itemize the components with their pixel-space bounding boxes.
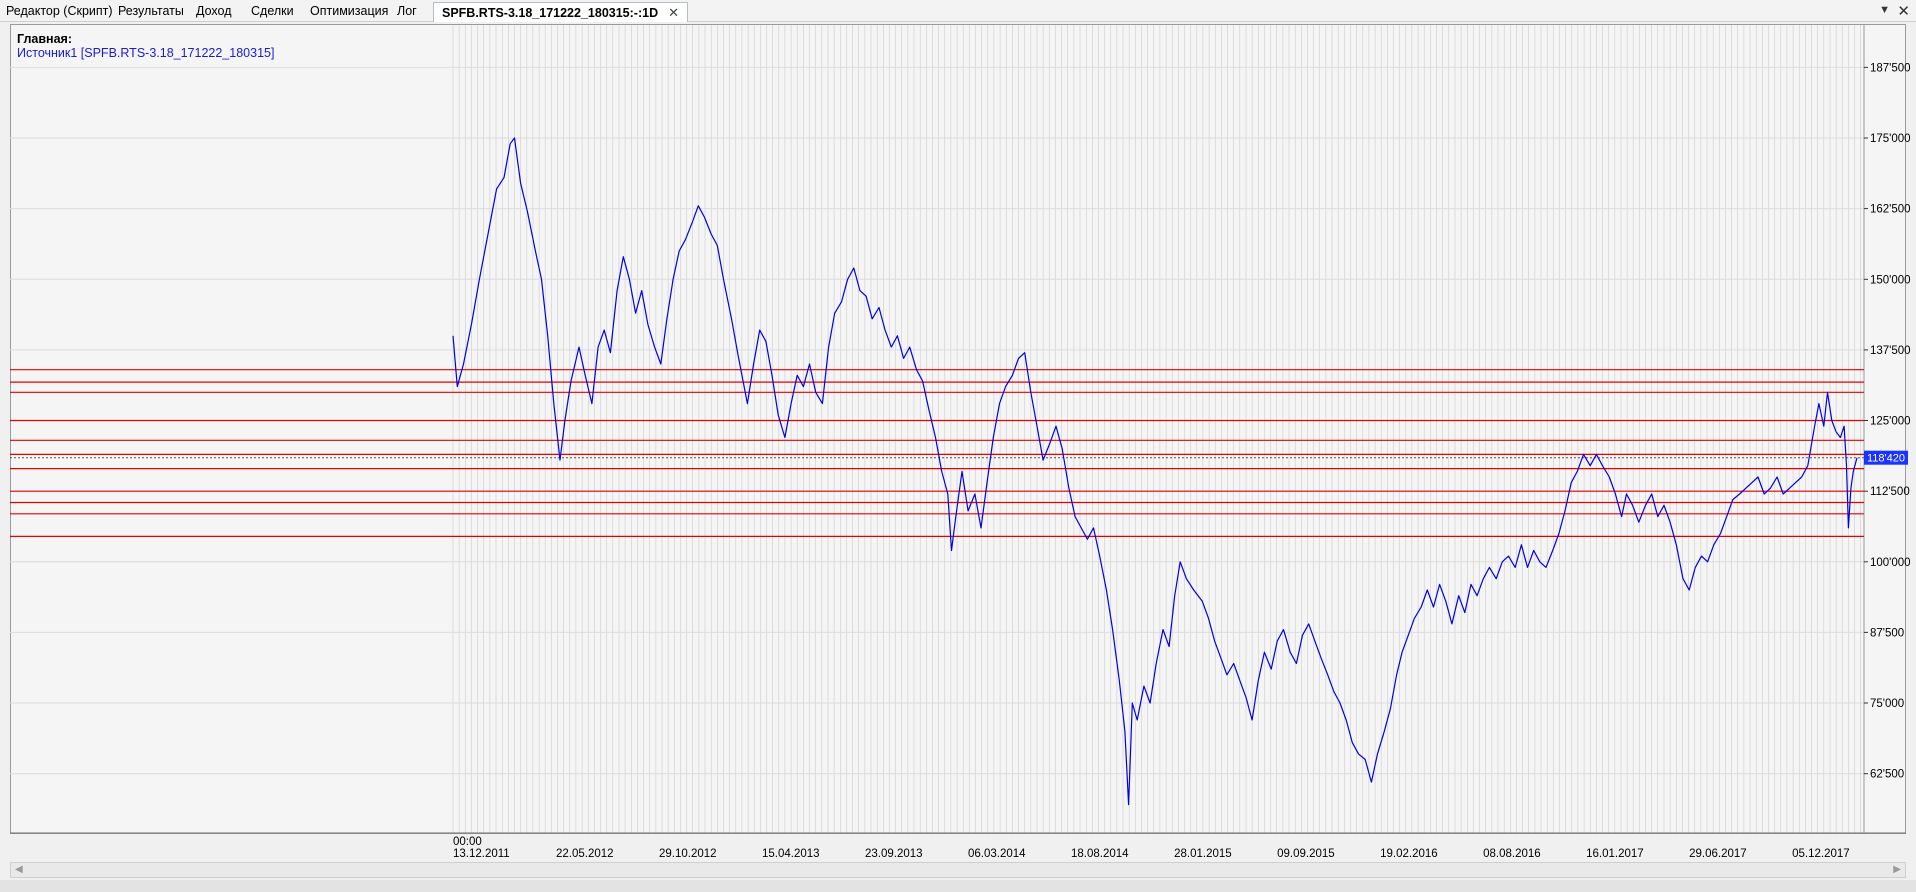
- y-tick-label: 187'500: [1870, 62, 1911, 74]
- x-tick-label: 05.12.2017: [1792, 848, 1850, 860]
- horizontal-scrollbar[interactable]: ◀ ▶: [10, 862, 1906, 878]
- tab-income[interactable]: Доход: [196, 4, 232, 18]
- y-tick-label: 112'500: [1870, 486, 1910, 498]
- y-tick-label: 150'000: [1870, 274, 1911, 286]
- tab-log[interactable]: Лог: [397, 4, 417, 18]
- x-tick-label: 16.01.2017: [1586, 848, 1644, 860]
- x-tick-label: 29.10.2012: [659, 848, 717, 860]
- window-close-icon[interactable]: ✕: [1897, 3, 1910, 20]
- y-tick-label: 125'000: [1870, 416, 1911, 428]
- y-tick-label: 75'000: [1870, 698, 1904, 710]
- x-tick-label: 13.12.2011: [453, 848, 510, 860]
- tab-bar: Редактор (Скрипт) Результаты Доход Сделк…: [0, 0, 1916, 22]
- tab-chart-label: SPFB.RTS-3.18_171222_180315:-:1D: [442, 6, 659, 20]
- x-tick-label: 29.06.2017: [1689, 848, 1747, 860]
- x-tick-label: 19.02.2016: [1380, 848, 1438, 860]
- x-tick-label: 18.08.2014: [1071, 848, 1129, 860]
- x-axis-ticks: 13.12.2011 22.05.2012 29.10.2012 15.04.2013…: [453, 848, 1850, 860]
- tab-results[interactable]: Результаты: [118, 4, 184, 18]
- current-price-label: 118'420: [1867, 453, 1905, 465]
- status-bar: [0, 880, 1916, 892]
- y-tick-label: 175'000: [1870, 133, 1911, 145]
- vertical-grid: [452, 25, 1861, 833]
- legend-title: Главная:: [17, 32, 72, 46]
- tab-chart-active[interactable]: SPFB.RTS-3.18_171222_180315:-:1D ✕: [433, 2, 689, 22]
- tab-script-editor[interactable]: Редактор (Скрипт): [6, 4, 113, 18]
- y-tick-label: 162'500: [1870, 204, 1911, 216]
- y-axis-ticks: 62'500 75'000 87'500 100'000 112'500 125'000 1…: [1864, 62, 1911, 781]
- series-line: [452, 137, 1858, 806]
- tab-optimization[interactable]: Оптимизация: [310, 4, 389, 18]
- y-tick-label: 62'500: [1870, 769, 1904, 781]
- current-price-tag: 118'420: [1864, 450, 1908, 465]
- x-tick-label: 06.03.2014: [968, 848, 1026, 860]
- x-time-label: 00:00: [453, 836, 482, 848]
- y-tick-label: 87'500: [1870, 627, 1904, 639]
- x-tick-label: 28.01.2015: [1174, 848, 1232, 860]
- x-tick-label: 22.05.2012: [556, 848, 614, 860]
- tab-close-icon[interactable]: ✕: [668, 5, 680, 20]
- y-tick-label: 137'500: [1870, 345, 1911, 357]
- legend-source[interactable]: Источник1 [SPFB.RTS-3.18_171222_180315]: [17, 46, 275, 60]
- x-tick-label: 23.09.2013: [865, 848, 923, 860]
- x-tick-label: 08.08.2016: [1483, 848, 1541, 860]
- scroll-right-arrow-icon[interactable]: ▶: [1893, 864, 1901, 875]
- tab-trades[interactable]: Сделки: [251, 4, 294, 18]
- x-tick-label: 15.04.2013: [762, 848, 820, 860]
- current-price-tag-box: [1864, 450, 1908, 465]
- y-tick-label: 100'000: [1870, 557, 1911, 569]
- x-tick-label: 09.09.2015: [1277, 848, 1335, 860]
- tab-menu-icon[interactable]: ▼: [1879, 4, 1890, 16]
- horizontal-levels: [10, 369, 1864, 538]
- scroll-left-arrow-icon[interactable]: ◀: [15, 864, 23, 875]
